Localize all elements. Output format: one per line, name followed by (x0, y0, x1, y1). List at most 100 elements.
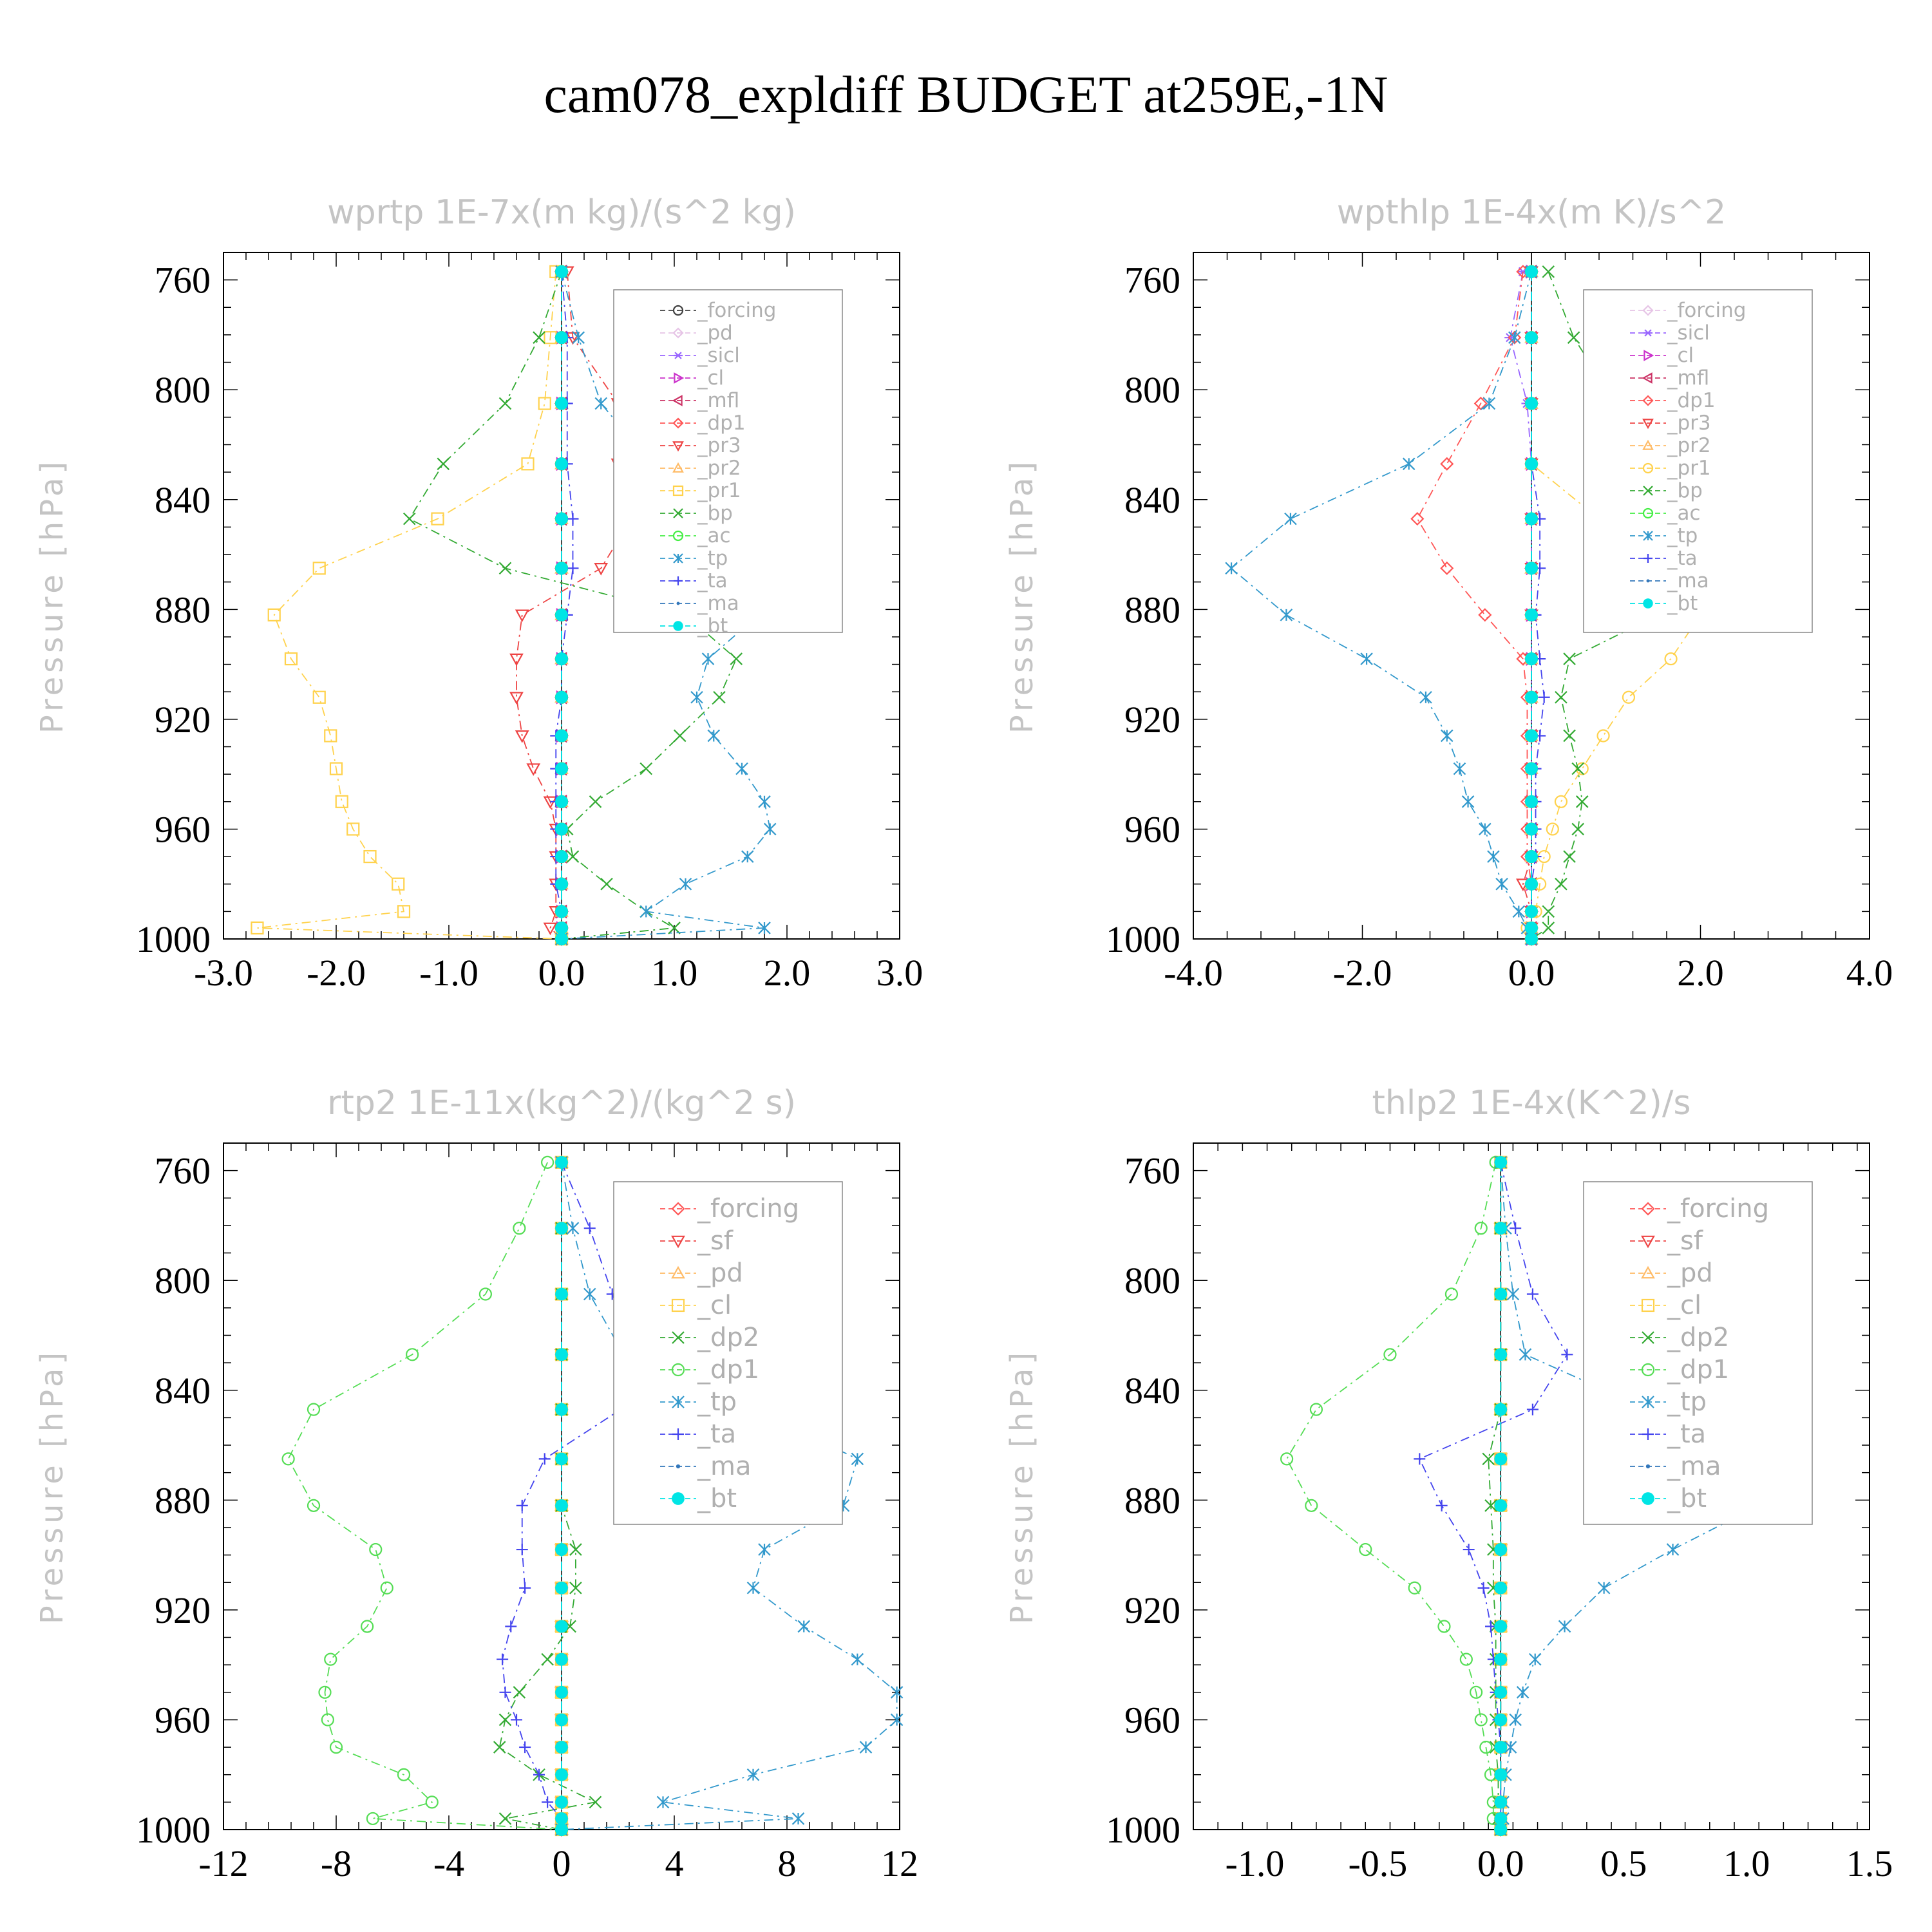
y-tick-label: 880 (1124, 1479, 1180, 1521)
data-point (497, 1653, 509, 1665)
data-point (555, 1499, 568, 1512)
data-point (515, 730, 529, 743)
data-point (555, 1403, 568, 1416)
data-point (1437, 1620, 1451, 1633)
data-point (1525, 905, 1538, 918)
data-point (1563, 729, 1576, 743)
data-point (555, 562, 568, 575)
data-point (1494, 1795, 1508, 1809)
legend-marker (1645, 1464, 1651, 1469)
data-point (758, 1543, 771, 1556)
legend-marker (674, 372, 685, 384)
x-tick-label: 0.0 (538, 952, 585, 994)
data-point (555, 512, 568, 526)
y-tick-label: 920 (155, 699, 211, 741)
legend-label: _pd (697, 321, 733, 345)
legend-marker (672, 395, 683, 406)
data-point (542, 1796, 554, 1808)
legend-marker (672, 441, 684, 452)
data-point (600, 877, 613, 891)
series-line (1510, 271, 1532, 939)
legend-marker (674, 576, 683, 585)
legend-label: _ma (697, 592, 739, 615)
legend-label: _ta (697, 569, 728, 592)
legend-label: _forcing (697, 299, 776, 322)
legend-marker (1642, 507, 1654, 519)
legend-marker (1641, 1235, 1655, 1249)
legend-label: _sicl (1667, 321, 1710, 345)
legend-label: _cl (1667, 344, 1694, 367)
y-tick-label: 960 (1124, 1699, 1180, 1741)
legend-label: _tp (697, 547, 728, 570)
data-point (1526, 1288, 1539, 1300)
data-point (730, 652, 743, 665)
data-point (1525, 397, 1538, 410)
series-dp1 (281, 1155, 569, 1837)
data-point (1474, 1222, 1488, 1235)
data-point (555, 1685, 568, 1699)
legend-label: _dp2 (1667, 1323, 1729, 1352)
data-point (555, 762, 568, 775)
data-point (1309, 1403, 1323, 1416)
data-point (890, 1686, 904, 1699)
series-line (1286, 1162, 1502, 1830)
y-tick-label: 840 (155, 1370, 211, 1412)
data-point (555, 1653, 568, 1666)
data-point (1435, 1499, 1448, 1511)
legend-marker (676, 1464, 681, 1469)
data-point (1440, 729, 1454, 743)
legend-label: _ta (697, 1419, 736, 1449)
legend-marker (1642, 439, 1654, 450)
legend-marker (1642, 395, 1654, 406)
data-point (1542, 922, 1555, 934)
data-point (307, 1403, 321, 1416)
legend-label: _sf (697, 1226, 734, 1256)
legend-marker (673, 508, 683, 518)
legend-marker (672, 1331, 685, 1344)
data-point (498, 562, 512, 575)
data-point (1494, 1222, 1508, 1235)
legend-marker (671, 1265, 685, 1279)
data-point (566, 1222, 580, 1235)
y-axis-label: Pressure [hPa] (1004, 458, 1040, 734)
legend-marker (1641, 1298, 1655, 1312)
data-point (1494, 1581, 1508, 1595)
data-point (1504, 1741, 1517, 1754)
data-point (555, 1348, 568, 1361)
data-point (1509, 1713, 1522, 1727)
legend-label: _tp (1667, 1387, 1707, 1417)
panel-1: 760 800 840 880 920 960 1000-3.0 -2.0 -1.0 0.0 1.0… (34, 193, 923, 994)
data-point (251, 921, 264, 935)
series-line (1416, 271, 1532, 939)
legend-marker (671, 1202, 685, 1216)
data-point (363, 849, 377, 864)
data-point (1494, 1713, 1508, 1727)
data-point (1542, 905, 1555, 918)
data-point (1494, 1768, 1508, 1781)
data-point (392, 877, 405, 891)
y-tick-label: 880 (155, 1479, 211, 1521)
data-point (1525, 690, 1538, 704)
data-point (890, 1713, 904, 1727)
data-point (1525, 331, 1538, 345)
data-point (509, 653, 524, 667)
data-point (572, 331, 585, 344)
legend-marker (673, 553, 683, 564)
legend-marker (672, 1396, 685, 1408)
data-point (639, 762, 653, 775)
legend-label: _sf (1667, 1226, 1703, 1256)
legend-marker (672, 305, 684, 316)
data-point (569, 1581, 582, 1595)
data-point (555, 1713, 568, 1727)
data-point (555, 1768, 568, 1781)
legend-label: _bt (697, 614, 728, 638)
data-point (425, 1795, 439, 1809)
data-point (1280, 609, 1293, 621)
data-point (1495, 877, 1508, 891)
legend-label: _forcing (1667, 299, 1746, 322)
data-point (555, 1222, 568, 1235)
data-point (1225, 562, 1238, 575)
legend-marker (1641, 1202, 1655, 1216)
x-tick-label: 0.0 (1477, 1842, 1524, 1884)
data-point (538, 1453, 551, 1465)
